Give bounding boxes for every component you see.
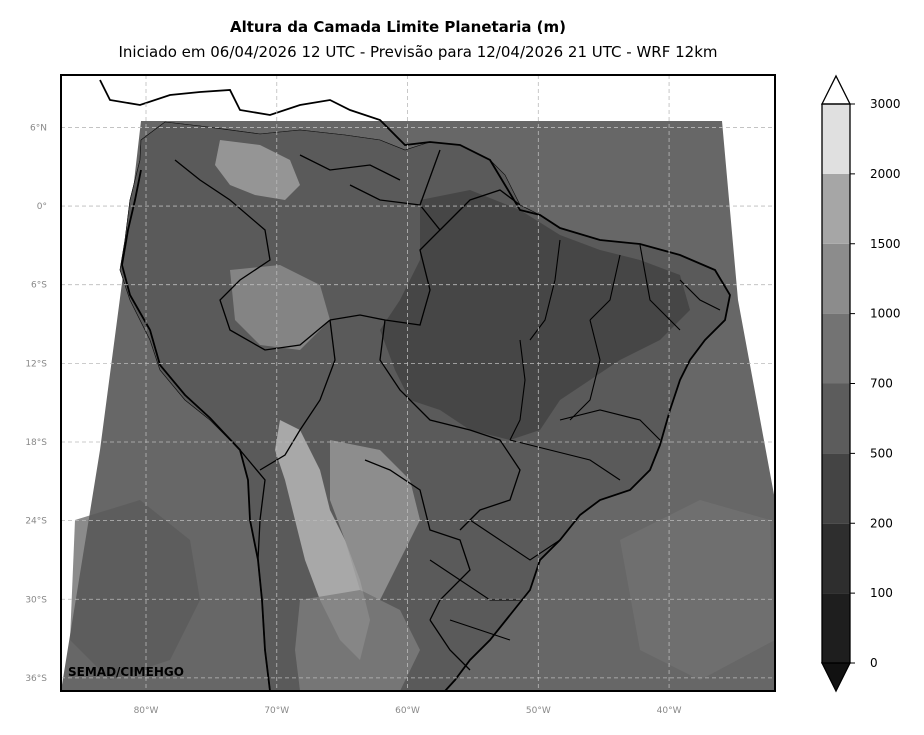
colorbar-tick-label: 1000 xyxy=(870,307,901,321)
colorbar-extend-max xyxy=(822,76,850,104)
map-panel xyxy=(61,75,775,691)
longitude-labels: 80°W 70°W 60°W 50°W 40°W xyxy=(134,706,682,716)
lon-tick-label: 80°W xyxy=(134,706,159,716)
lon-tick-label: 40°W xyxy=(657,706,682,716)
lat-tick-label: 12°S xyxy=(25,359,47,369)
colorbar-segment xyxy=(822,244,850,314)
lon-tick-label: 50°W xyxy=(526,706,551,716)
lat-tick-label: 24°S xyxy=(25,517,47,527)
colorbar-segment xyxy=(822,384,850,454)
colorbar-segment xyxy=(822,104,850,174)
colorbar-segment xyxy=(822,174,850,244)
colorbar-tick-label: 3000 xyxy=(870,97,901,111)
latitude-labels: 6°N 0° 6°S 12°S 18°S 24°S 30°S 36°S xyxy=(25,123,47,683)
colorbar-tick-label: 1500 xyxy=(870,237,901,251)
colorbar-segment xyxy=(822,453,850,523)
colorbar-segment xyxy=(822,593,850,663)
colorbar-tick-label: 500 xyxy=(870,446,893,460)
colorbar-tick-label: 0 xyxy=(870,656,878,670)
lon-tick-label: 70°W xyxy=(264,706,289,716)
lat-tick-label: 18°S xyxy=(25,438,47,448)
lat-tick-label: 6°S xyxy=(31,281,47,291)
lat-tick-label: 0° xyxy=(37,202,47,212)
credit-label: SEMAD/CIMEHGO xyxy=(68,665,184,679)
colorbar: 0 100 200 500 700 1000 1500 2000 3000 xyxy=(822,76,901,691)
colorbar-extend-min xyxy=(822,663,850,691)
lat-tick-label: 36°S xyxy=(25,674,47,684)
lat-tick-label: 30°S xyxy=(25,595,47,605)
colorbar-tick-label: 2000 xyxy=(870,167,901,181)
lon-tick-label: 60°W xyxy=(395,706,420,716)
colorbar-tick-label: 200 xyxy=(870,516,893,530)
colorbar-segment xyxy=(822,523,850,593)
colorbar-segment xyxy=(822,314,850,384)
colorbar-tick-label: 700 xyxy=(870,377,893,391)
colorbar-tick-label: 100 xyxy=(870,586,893,600)
lat-tick-label: 6°N xyxy=(30,123,47,133)
